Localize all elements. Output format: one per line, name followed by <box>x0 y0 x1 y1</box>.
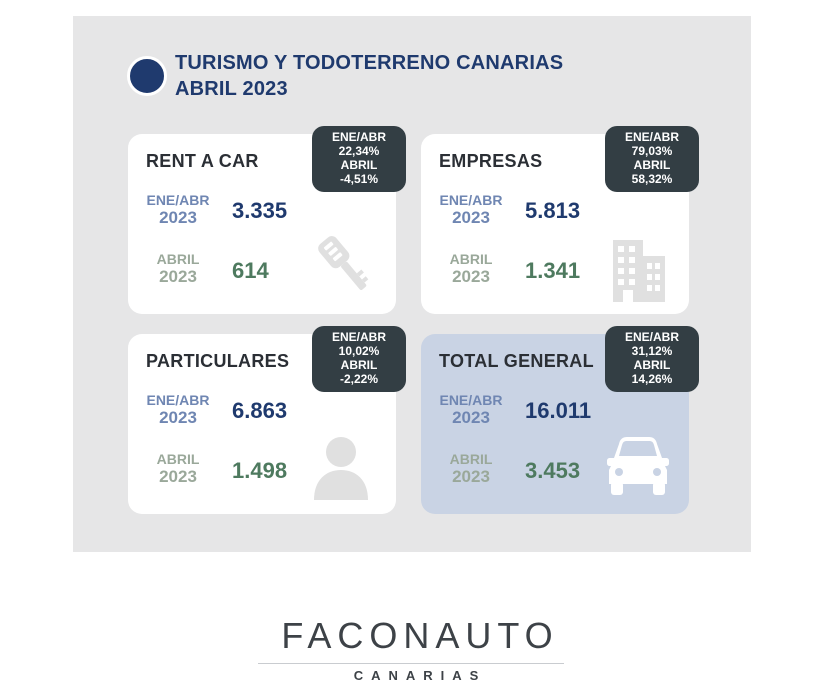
badge-month-label: ABRIL <box>633 358 671 372</box>
period-name: ABRIL <box>449 251 493 267</box>
badge-month-label: ABRIL <box>633 158 671 172</box>
badge-month-value: -2,22% <box>339 372 379 386</box>
title-line-1: TURISMO Y TODOTERRENO CANARIAS <box>175 52 564 74</box>
value-ene-abr: 5.813 <box>525 198 581 223</box>
period-year: 2023 <box>452 408 490 427</box>
logo-divider <box>258 663 564 664</box>
period-label-abril: ABRIL 2023 <box>433 251 509 287</box>
period-year: 2023 <box>159 408 197 427</box>
badge-month-value: -4,51% <box>339 172 379 186</box>
badge-period-value: 31,12% <box>631 344 673 358</box>
value-abril: 1.341 <box>525 258 581 283</box>
badge-period-label: ENE/ABR <box>624 130 679 144</box>
period-name: ABRIL <box>156 251 200 267</box>
value-ene-abr: 6.863 <box>232 398 288 423</box>
period-label-abril: ABRIL 2023 <box>433 451 509 487</box>
period-name: ENE/ABR <box>439 392 503 408</box>
period-year: 2023 <box>159 208 197 227</box>
badge-period-value: 79,03% <box>631 144 673 158</box>
badge-month-label: ABRIL <box>340 158 378 172</box>
growth-badge: ENE/ABR 31,12% ABRIL 14,26% <box>605 326 699 392</box>
building-icon <box>613 240 665 302</box>
period-name: ENE/ABR <box>439 192 503 208</box>
value-abril: 3.453 <box>525 458 581 483</box>
period-year: 2023 <box>452 208 490 227</box>
badge-month-value: 14,26% <box>631 372 673 386</box>
title-bullet-icon <box>127 56 167 96</box>
period-label-abril: ABRIL 2023 <box>140 451 216 487</box>
growth-badge: ENE/ABR 79,03% ABRIL 58,32% <box>605 126 699 192</box>
period-label-ene-abr: ENE/ABR 2023 <box>140 192 216 228</box>
title-line-2: ABRIL 2023 <box>175 78 288 100</box>
period-year: 2023 <box>159 267 197 286</box>
period-year: 2023 <box>452 267 490 286</box>
card-title: TOTAL GENERAL <box>439 351 594 371</box>
car-key-icon <box>318 236 369 290</box>
card-total-general: TOTAL GENERAL ENE/ABR 31,12% ABRIL 14,26… <box>421 326 699 514</box>
card-rent-a-car: RENT A CAR ENE/ABR 22,34% ABRIL -4,51% E… <box>128 126 406 314</box>
badge-month-value: 58,32% <box>631 172 673 186</box>
period-year: 2023 <box>452 467 490 486</box>
card-particulares: PARTICULARES ENE/ABR 10,02% ABRIL -2,22%… <box>128 326 406 514</box>
car-icon <box>607 437 669 495</box>
period-name: ABRIL <box>449 451 493 467</box>
card-empresas: EMPRESAS ENE/ABR 79,03% ABRIL 58,32% ENE… <box>421 126 699 314</box>
period-label-ene-abr: ENE/ABR 2023 <box>140 392 216 428</box>
period-label-abril: ABRIL 2023 <box>140 251 216 287</box>
card-title: RENT A CAR <box>146 151 259 171</box>
badge-period-value: 22,34% <box>338 144 380 158</box>
faconauto-logo: FACONAUTO <box>281 615 559 656</box>
logo-region: CANARIAS <box>353 668 487 683</box>
badge-month-label: ABRIL <box>340 358 378 372</box>
infographic-title: TURISMO Y TODOTERRENO CANARIAS ABRIL 202… <box>175 50 563 102</box>
growth-badge: ENE/ABR 10,02% ABRIL -2,22% <box>312 326 406 392</box>
badge-period-label: ENE/ABR <box>331 130 386 144</box>
growth-badge: ENE/ABR 22,34% ABRIL -4,51% <box>312 126 406 192</box>
person-icon <box>314 437 368 500</box>
card-title: EMPRESAS <box>439 151 543 171</box>
value-ene-abr: 3.335 <box>232 198 288 223</box>
period-year: 2023 <box>159 467 197 486</box>
period-label-ene-abr: ENE/ABR 2023 <box>433 192 509 228</box>
badge-period-label: ENE/ABR <box>624 330 679 344</box>
badge-period-label: ENE/ABR <box>331 330 386 344</box>
badge-period-value: 10,02% <box>338 344 380 358</box>
period-name: ENE/ABR <box>146 192 210 208</box>
period-name: ABRIL <box>156 451 200 467</box>
value-abril: 614 <box>232 258 269 283</box>
period-label-ene-abr: ENE/ABR 2023 <box>433 392 509 428</box>
value-ene-abr: 16.011 <box>525 398 592 423</box>
value-abril: 1.498 <box>232 458 288 483</box>
card-title: PARTICULARES <box>146 351 290 371</box>
period-name: ENE/ABR <box>146 392 210 408</box>
